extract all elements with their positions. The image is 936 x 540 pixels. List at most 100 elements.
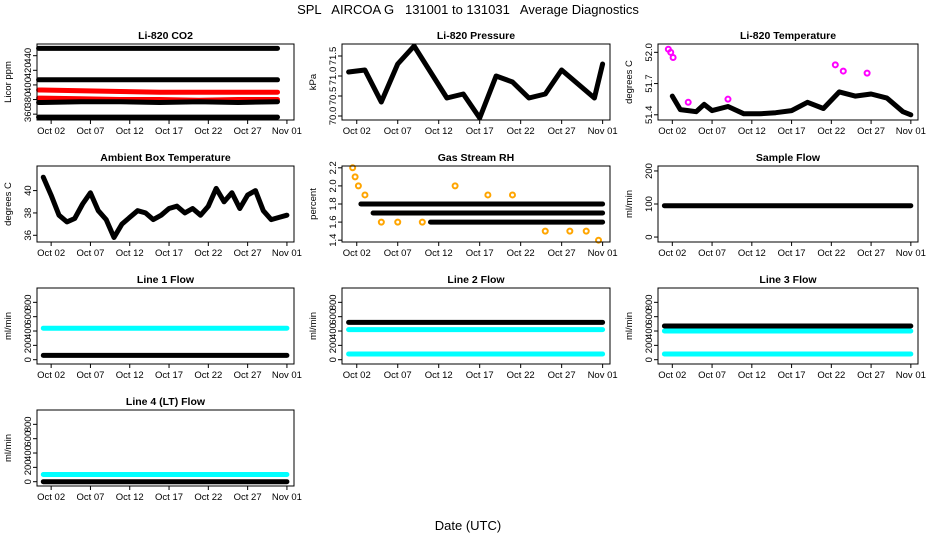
y-tick-label: 800 — [328, 294, 339, 310]
data-series-temperature — [669, 89, 914, 118]
y-tick-label: 600 — [23, 431, 34, 447]
x-tick-label: Oct 12 — [738, 370, 766, 381]
y-axis-label: ml/min — [3, 434, 14, 462]
x-tick-label: Oct 02 — [343, 126, 371, 137]
y-tick-label: 36 — [23, 230, 34, 241]
y-tick-label: 400 — [23, 323, 34, 339]
y-tick-label: 51.7 — [644, 74, 655, 93]
y-tick-label: 52.0 — [644, 43, 655, 62]
chart-panel-4: Ambient Box Temperature Oct 02 Oct 07 Oct 1… — [3, 152, 302, 259]
y-axis-label: ml/min — [308, 312, 319, 340]
y-tick-label: 380 — [23, 92, 34, 108]
data-point — [394, 218, 402, 226]
x-tick-label: Oct 17 — [778, 248, 806, 259]
x-tick-label: Oct 07 — [384, 370, 412, 381]
x-tick-label: Oct 07 — [698, 370, 726, 381]
chart-panel-10: Line 4 (LT) Flow Oct 02 Oct 07 Oct 12 Oct 17… — [3, 396, 302, 503]
y-tick-label: 600 — [644, 309, 655, 325]
chart-panel-1: Li-820 CO2 Oct 02 Oct 07 Oct 12 Oct 17 Oct 22… — [3, 30, 302, 137]
y-tick-label: 71.0 — [328, 67, 339, 86]
panel-title: Line 2 Flow — [447, 274, 505, 286]
plot-frame — [341, 287, 611, 365]
x-tick-label: Oct 17 — [778, 370, 806, 381]
data-series-level-3 — [36, 87, 280, 95]
y-tick-label: 1.8 — [328, 197, 339, 210]
data-point — [418, 218, 426, 226]
x-tick-label: Oct 02 — [658, 370, 686, 381]
y-tick-label: 600 — [328, 309, 339, 325]
data-point — [724, 95, 732, 103]
plot-frame — [657, 43, 919, 121]
y-axis-label: ml/min — [624, 312, 635, 340]
x-tick-label: Oct 02 — [37, 248, 65, 259]
panel-title: Sample Flow — [756, 152, 821, 164]
x-tick-label: Oct 27 — [857, 248, 885, 259]
x-tick-label: Nov 01 — [896, 248, 926, 259]
x-tick-label: Oct 02 — [37, 492, 65, 503]
y-axis-label: Licor ppm — [3, 61, 14, 103]
x-tick-label: Oct 07 — [384, 126, 412, 137]
y-tick-label: 200 — [23, 337, 34, 353]
y-tick-label: 0 — [644, 234, 655, 239]
y-tick-label: 70.5 — [328, 87, 339, 106]
data-point — [541, 227, 549, 235]
x-tick-label: Nov 01 — [272, 492, 302, 503]
plot-frame — [36, 165, 295, 243]
data-point — [667, 48, 675, 56]
data-series-pressure — [346, 43, 606, 121]
panel-title: Line 4 (LT) Flow — [126, 396, 206, 408]
x-tick-label: Oct 17 — [466, 248, 494, 259]
x-tick-label: Oct 27 — [548, 248, 576, 259]
y-tick-label: 0 — [328, 357, 339, 362]
x-tick-label: Nov 01 — [588, 370, 618, 381]
x-tick-label: Oct 02 — [658, 248, 686, 259]
x-tick-label: Nov 01 — [588, 248, 618, 259]
y-axis-label: degrees C — [3, 182, 14, 226]
x-tick-label: Oct 12 — [738, 248, 766, 259]
x-tick-label: Nov 01 — [896, 126, 926, 137]
x-tick-label: Oct 07 — [698, 248, 726, 259]
y-tick-label: 400 — [23, 445, 34, 461]
x-tick-label: Oct 12 — [116, 492, 144, 503]
panel-title: Gas Stream RH — [438, 152, 514, 164]
panel-title: Ambient Box Temperature — [100, 152, 231, 164]
panel-title: Li-820 Temperature — [740, 30, 836, 42]
data-point — [354, 182, 362, 190]
y-tick-label: 200 — [328, 337, 339, 353]
y-axis-label: percent — [308, 188, 319, 220]
x-tick-label: Oct 17 — [778, 126, 806, 137]
data-point — [361, 191, 369, 199]
y-tick-label: 200 — [23, 459, 34, 475]
data-point — [566, 227, 574, 235]
x-tick-label: Oct 07 — [76, 492, 104, 503]
y-tick-label: 440 — [23, 48, 34, 64]
x-tick-label: Oct 22 — [194, 370, 222, 381]
y-tick-label: 1.6 — [328, 215, 339, 228]
x-tick-label: Oct 17 — [155, 492, 183, 503]
x-tick-label: Oct 17 — [155, 248, 183, 259]
x-tick-label: Oct 12 — [425, 370, 453, 381]
chart-panel-8: Line 2 Flow Oct 02 Oct 07 Oct 12 Oct 17 Oct 2… — [308, 274, 618, 381]
x-tick-label: Oct 02 — [343, 248, 371, 259]
x-tick-label: Oct 27 — [234, 248, 262, 259]
chart-panel-3: Li-820 Temperature Oct 02 Oct 07 Oct 12 Oct … — [624, 30, 926, 137]
y-tick-label: 100 — [644, 196, 655, 212]
x-tick-label: Nov 01 — [896, 370, 926, 381]
y-tick-label: 800 — [23, 294, 34, 310]
y-tick-label: 70.0 — [328, 107, 339, 126]
x-tick-label: Oct 17 — [155, 370, 183, 381]
x-tick-label: Oct 22 — [194, 248, 222, 259]
x-tick-label: Oct 07 — [384, 248, 412, 259]
data-point — [377, 218, 385, 226]
panel-title: Li-820 Pressure — [437, 30, 515, 42]
x-tick-label: Oct 02 — [37, 126, 65, 137]
data-point — [684, 98, 692, 106]
y-tick-label: 200 — [644, 337, 655, 353]
chart-panel-2: Li-820 Pressure Oct 02 Oct 07 Oct 12 Oct 17 O… — [308, 30, 618, 137]
x-tick-label: Nov 01 — [272, 126, 302, 137]
x-tick-label: Oct 02 — [658, 126, 686, 137]
y-tick-label: 38 — [23, 208, 34, 219]
y-tick-label: 0 — [23, 357, 34, 362]
plot-frame — [36, 43, 295, 121]
